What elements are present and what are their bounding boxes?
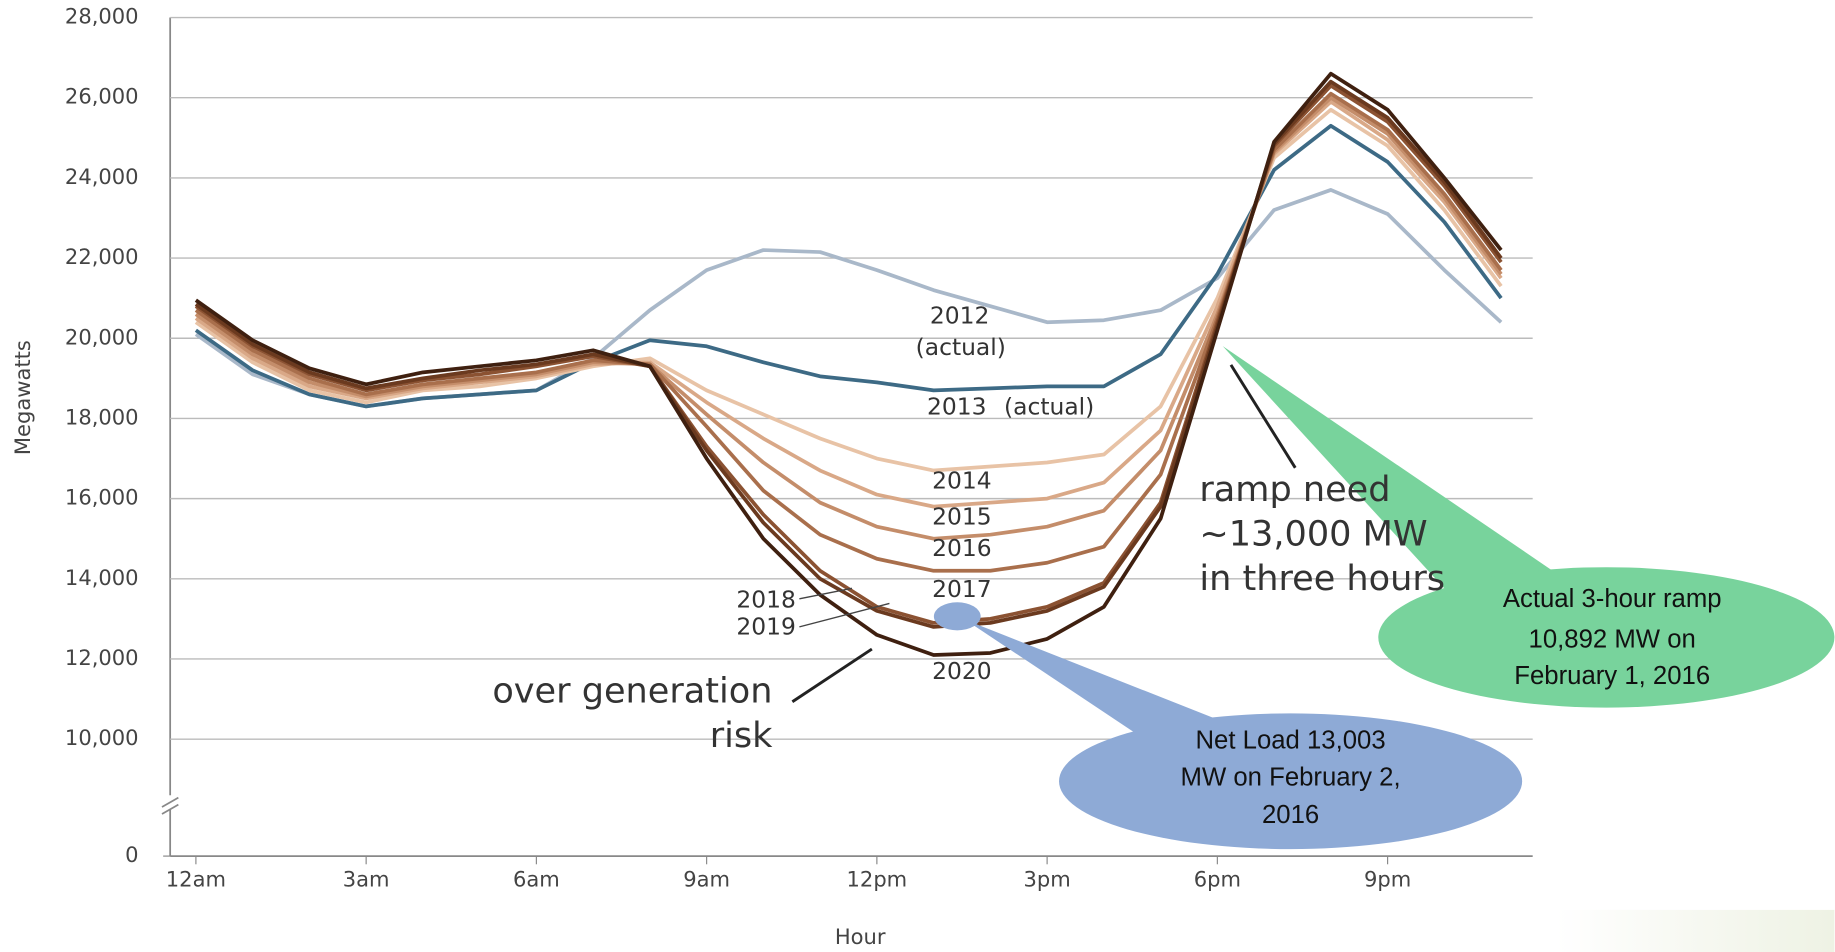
callout-tail <box>1222 346 1557 609</box>
y-tick-label: 0 <box>125 842 138 867</box>
highlight <box>933 602 981 631</box>
callout-tail <box>965 619 1217 749</box>
x-axis-title: Hour <box>835 924 886 949</box>
y-tick-label: 28,000 <box>65 4 139 29</box>
x-tick-label: 3pm <box>1023 867 1070 892</box>
x-tick-label: 6pm <box>1194 867 1241 892</box>
annotation: over generation <box>492 670 772 711</box>
x-tick-label: 6am <box>513 867 560 892</box>
y-tick-label: 16,000 <box>65 485 139 510</box>
series-label: 2018 <box>736 586 796 614</box>
decoration <box>1556 909 1835 952</box>
series-line <box>194 188 1503 409</box>
annotation: (actual) <box>1004 393 1094 421</box>
series-line <box>194 91 1503 573</box>
x-tick-label: 12pm <box>847 867 908 892</box>
lines <box>194 71 1503 657</box>
y-tick-label: 22,000 <box>65 244 139 269</box>
annotation: Actual 3-hour ramp <box>1503 585 1722 613</box>
leader <box>799 602 890 628</box>
annotation: February 1, 2016 <box>1514 662 1710 690</box>
series-label: 2017 <box>932 575 992 603</box>
x-tick-label: 9am <box>683 867 730 892</box>
annotation: risk <box>710 715 773 756</box>
y-tick-label: 20,000 <box>65 324 139 349</box>
y-tick-label: 26,000 <box>65 84 139 109</box>
x-tick-label: 12am <box>166 867 226 892</box>
annotation: 10,892 MW on <box>1529 626 1696 654</box>
series-label: 2013 <box>927 393 987 421</box>
series-label: 2014 <box>932 466 992 494</box>
y-axis-title: Megawatts <box>10 340 35 455</box>
y-tick-label: 12,000 <box>65 645 139 670</box>
callout <box>1059 713 1523 850</box>
series-line <box>194 99 1503 509</box>
pointer <box>1229 364 1297 469</box>
annotation: ramp need <box>1199 469 1390 510</box>
x-tick-label: 3am <box>343 867 390 892</box>
series-line <box>194 123 1503 409</box>
series-line <box>194 107 1503 473</box>
series-label: 2012 <box>930 301 990 329</box>
callout <box>1378 567 1835 708</box>
annotation: in three hours <box>1199 558 1445 599</box>
y-tick-label: 18,000 <box>65 404 139 429</box>
annotation: MW on February 2, <box>1181 764 1401 792</box>
annotation: ~13,000 MW <box>1199 514 1427 555</box>
axis-break-mark <box>161 803 179 815</box>
series-label: 2020 <box>932 657 992 685</box>
series-label: 2019 <box>736 613 796 641</box>
annotations <box>791 346 1835 850</box>
annotation: 2016 <box>1262 801 1319 829</box>
series-label: 2016 <box>932 534 992 562</box>
y-tick-label: 10,000 <box>65 725 139 750</box>
series-line <box>194 71 1503 657</box>
x-tick-label: 9pm <box>1364 867 1411 892</box>
leader <box>799 587 853 600</box>
series-line <box>194 79 1503 629</box>
y-tick-label: 24,000 <box>65 164 139 189</box>
series-label: 2015 <box>932 503 992 531</box>
axis-break-mark <box>161 796 179 808</box>
annotation: (actual) <box>916 333 1006 361</box>
y-tick-label: 14,000 <box>65 565 139 590</box>
annotation: Net Load 13,003 <box>1195 726 1385 754</box>
pointer <box>791 647 873 703</box>
